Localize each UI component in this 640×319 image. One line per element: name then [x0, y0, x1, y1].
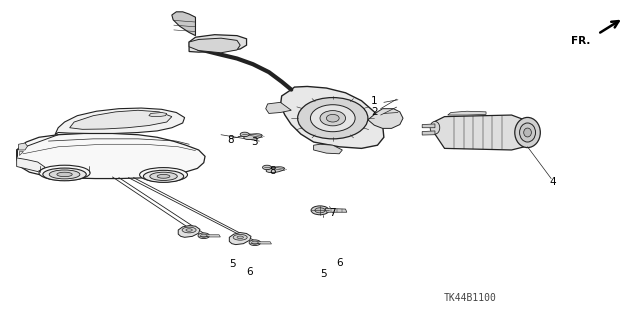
Text: FR.: FR.: [572, 36, 591, 46]
Polygon shape: [17, 158, 45, 172]
Polygon shape: [314, 144, 342, 154]
Text: 5: 5: [320, 269, 326, 279]
Polygon shape: [325, 208, 347, 212]
Text: 7: 7: [330, 209, 336, 219]
Ellipse shape: [39, 165, 90, 181]
Ellipse shape: [515, 117, 540, 148]
Text: 1: 1: [371, 96, 378, 106]
Polygon shape: [448, 111, 486, 115]
Polygon shape: [19, 143, 28, 150]
Polygon shape: [149, 113, 167, 117]
Ellipse shape: [57, 172, 72, 177]
Ellipse shape: [520, 123, 536, 142]
Polygon shape: [266, 102, 291, 114]
Text: 6: 6: [246, 267, 253, 277]
Ellipse shape: [182, 227, 196, 233]
Polygon shape: [178, 226, 200, 237]
Text: 2: 2: [371, 107, 378, 117]
Ellipse shape: [320, 111, 346, 126]
Ellipse shape: [200, 234, 207, 237]
Polygon shape: [189, 38, 240, 53]
Polygon shape: [229, 233, 251, 245]
Polygon shape: [368, 109, 403, 128]
Polygon shape: [257, 242, 271, 244]
Text: 6: 6: [336, 258, 342, 268]
Polygon shape: [17, 133, 205, 179]
Ellipse shape: [186, 229, 192, 231]
Polygon shape: [55, 108, 184, 135]
Polygon shape: [280, 86, 384, 148]
Polygon shape: [422, 124, 435, 128]
Ellipse shape: [143, 170, 184, 182]
Ellipse shape: [315, 208, 325, 213]
Polygon shape: [172, 12, 195, 36]
Polygon shape: [19, 151, 23, 155]
Text: 3: 3: [252, 137, 258, 147]
Text: 4: 4: [550, 177, 556, 187]
Ellipse shape: [430, 122, 440, 134]
Ellipse shape: [233, 234, 247, 240]
Ellipse shape: [298, 98, 368, 139]
Text: 8: 8: [227, 136, 234, 145]
Ellipse shape: [310, 105, 355, 132]
Ellipse shape: [157, 174, 170, 178]
Ellipse shape: [311, 206, 329, 215]
Polygon shape: [206, 235, 220, 237]
Ellipse shape: [198, 233, 209, 239]
Polygon shape: [189, 35, 246, 52]
Ellipse shape: [43, 168, 86, 181]
Polygon shape: [422, 131, 435, 135]
Polygon shape: [435, 115, 527, 150]
Ellipse shape: [326, 115, 339, 122]
Polygon shape: [70, 110, 172, 129]
Ellipse shape: [237, 236, 243, 239]
Ellipse shape: [249, 240, 260, 246]
Ellipse shape: [240, 132, 249, 137]
Text: TK44B1100: TK44B1100: [444, 293, 497, 303]
Ellipse shape: [252, 241, 258, 244]
Text: 8: 8: [269, 166, 275, 176]
Ellipse shape: [266, 167, 284, 173]
Ellipse shape: [524, 128, 531, 137]
Ellipse shape: [244, 134, 262, 139]
Text: 5: 5: [229, 259, 236, 269]
Ellipse shape: [49, 170, 80, 179]
Ellipse shape: [140, 167, 188, 182]
Ellipse shape: [150, 172, 177, 181]
Ellipse shape: [262, 165, 271, 170]
